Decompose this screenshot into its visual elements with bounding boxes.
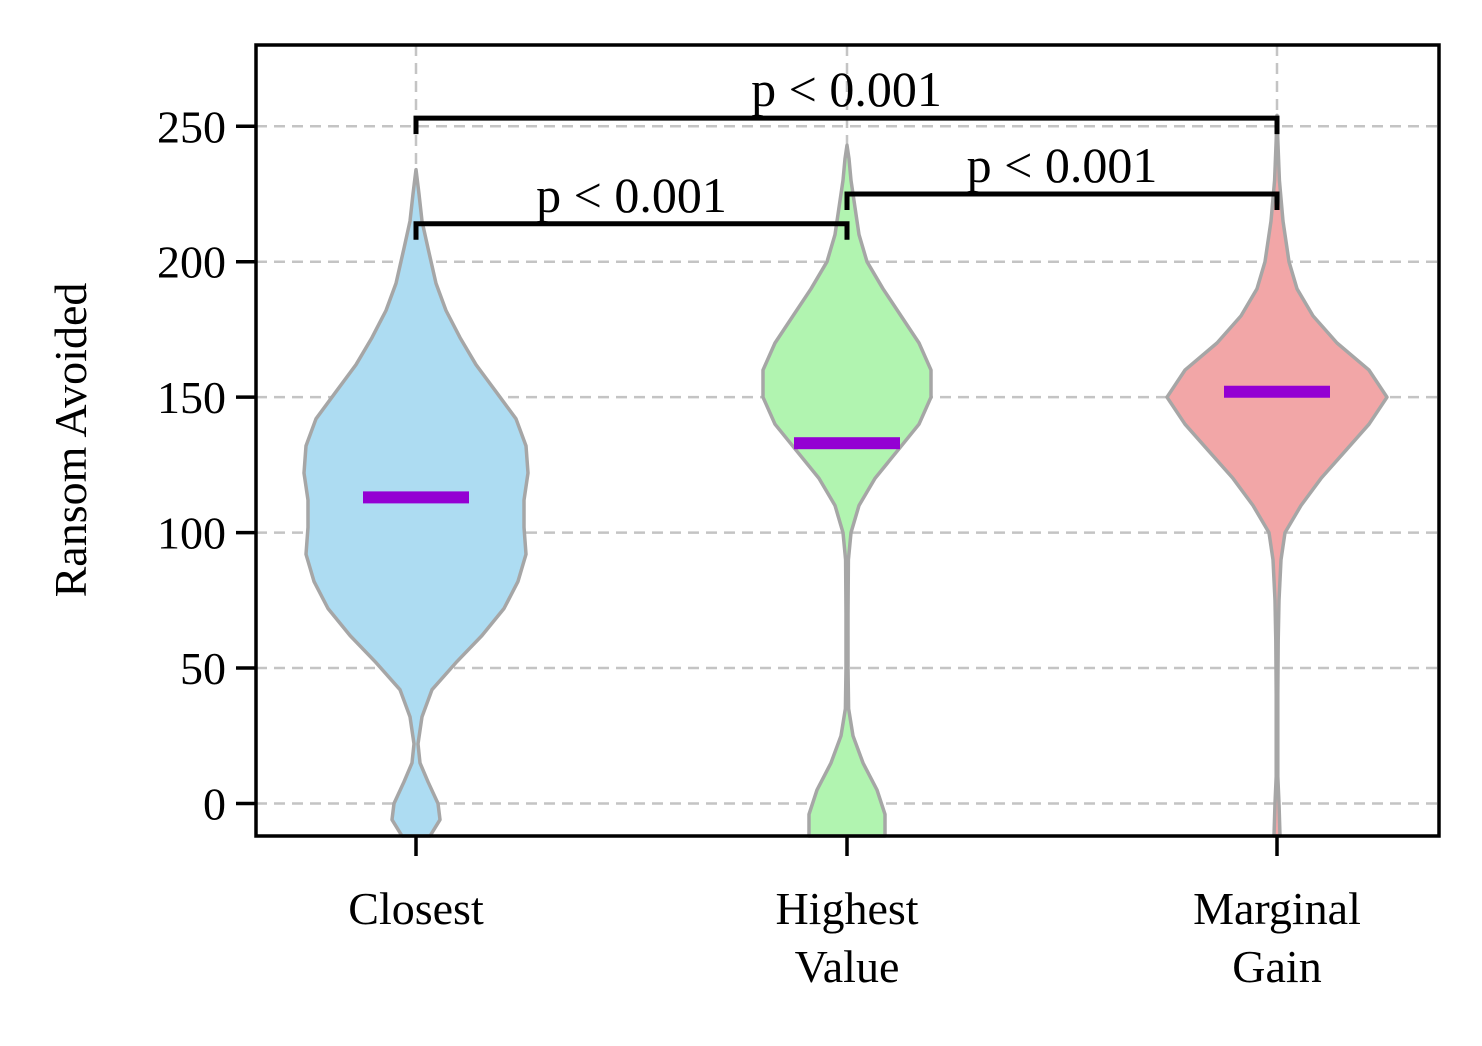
y-tick-label: 0 bbox=[203, 778, 226, 829]
x-tick-label-line: Closest bbox=[348, 883, 484, 934]
significance-label-2: p < 0.001 bbox=[751, 61, 942, 117]
y-tick-label: 200 bbox=[157, 237, 226, 288]
y-axis-title: Ransom Avoided bbox=[45, 283, 96, 598]
median-marker-0 bbox=[363, 491, 469, 504]
median-marker-1 bbox=[794, 437, 900, 450]
y-tick-label: 250 bbox=[157, 101, 226, 152]
significance-bracket-0 bbox=[413, 221, 850, 240]
x-tick-label-line: Marginal bbox=[1193, 883, 1361, 934]
significance-bracket-2 bbox=[413, 115, 1280, 135]
y-tick-label: 150 bbox=[157, 372, 226, 423]
x-tick-label-line: Gain bbox=[1232, 941, 1321, 992]
y-tick-label: 50 bbox=[180, 643, 226, 694]
violin-body-1 bbox=[761, 143, 933, 838]
significance-label-0: p < 0.001 bbox=[536, 167, 727, 223]
x-tick-label: Highest Value bbox=[775, 883, 918, 992]
y-tick-label: 100 bbox=[157, 508, 226, 559]
annotation-layer: p < 0.001 p < 0.001 p < 0.001 bbox=[413, 61, 1280, 240]
significance-label-1: p < 0.001 bbox=[967, 137, 1158, 193]
x-tick-label: Closest bbox=[348, 883, 484, 934]
median-marker-2 bbox=[1224, 385, 1330, 398]
violin-layer bbox=[302, 113, 1389, 838]
significance-bracket-1 bbox=[844, 191, 1280, 210]
x-tick-label-line: Value bbox=[795, 941, 900, 992]
violin-body-2 bbox=[1165, 113, 1389, 838]
axis-layer: 0 50 100 150 200 250 Closest Highest Value Margin… bbox=[157, 43, 1441, 992]
x-tick-label: Marginal Gain bbox=[1193, 883, 1361, 992]
x-tick-label-line: Highest bbox=[775, 883, 918, 934]
